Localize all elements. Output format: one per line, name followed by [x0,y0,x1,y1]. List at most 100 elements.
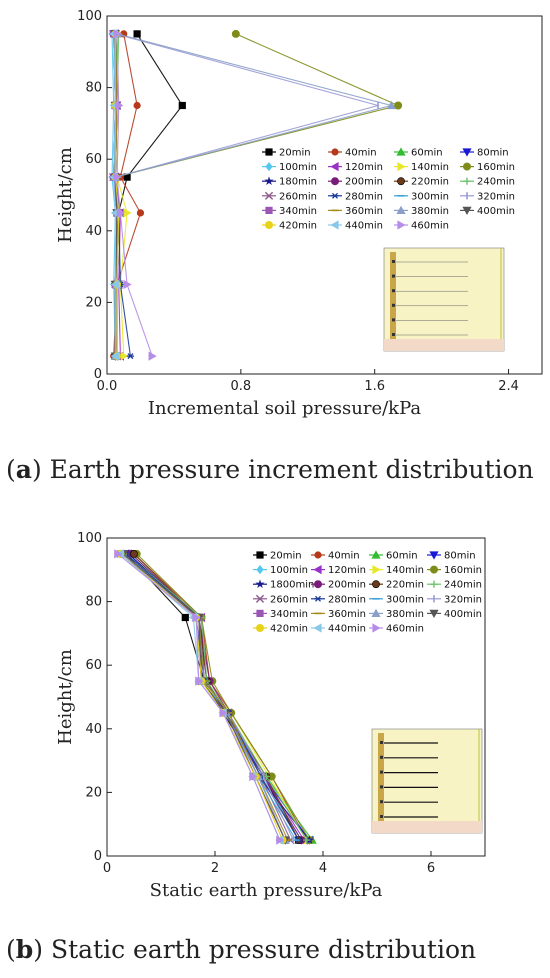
series-line [117,553,281,841]
legend-entry: 120min [311,565,366,576]
series-400min [118,550,290,845]
legend-marker [429,551,439,560]
legend-label: 40min [345,148,377,159]
legend-marker [331,192,339,199]
legend-entry: 340min [262,206,317,217]
caption-a-letter: a [15,455,32,484]
data-point [123,173,131,181]
inset-sensor [392,289,395,293]
legend-entry: 440min [311,623,366,635]
legend-label: 280min [345,191,383,202]
legend-label: 300min [386,594,424,605]
legend-entry: 160min [427,565,482,576]
legend-label: 400min [444,609,482,620]
series-line [114,33,381,357]
legend-marker [255,594,265,603]
legend-label: 220min [386,580,424,591]
legend-marker: ★ [255,577,266,591]
x-tick-label: 4 [319,861,327,876]
y-tick-label: 100 [77,531,102,546]
legend-marker [372,580,380,589]
legend-marker [396,147,406,156]
legend-entry: 60min [394,147,443,159]
legend-entry: 200min [328,177,383,188]
data-point [133,101,141,110]
legend-entry: 100min [262,162,317,173]
legend-marker [397,177,405,186]
legend-entry: 380min [369,608,424,620]
legend-marker [331,148,339,156]
legend-entry: 360min [328,206,383,217]
legend-label: 380min [411,206,449,217]
legend-entry: 320min [460,191,515,202]
data-point [130,550,138,558]
data-point [386,100,397,110]
legend-marker [256,609,264,617]
data-point [192,612,201,623]
inset-soil [371,728,483,834]
legend-label: 320min [477,191,515,202]
legend-label: 420min [279,221,317,232]
legend-entry: 40min [311,551,360,562]
legend-marker [313,565,322,575]
legend-marker [330,162,339,172]
legend-entry: 300min [369,594,424,605]
legend-label: 260min [270,594,308,605]
legend-label: 340min [279,206,317,217]
series-line [122,553,289,841]
series-line [125,553,308,841]
inset-wall [378,733,384,821]
legend-label: 20min [270,551,302,562]
data-point [126,353,135,360]
caption-b-text: Static earth pressure distribution [43,935,477,964]
inset-sensor [380,800,383,804]
legend-label: 80min [477,148,509,159]
legend-label: 380min [386,609,424,620]
legend-marker [265,206,273,214]
data-point [120,351,129,361]
legend-marker [314,551,322,559]
y-tick-label: 100 [77,9,102,24]
x-tick-label: 0.0 [97,379,118,394]
legend-entry: 80min [427,551,476,562]
data-point [249,771,258,782]
legend-marker [397,220,406,230]
data-point [181,613,189,622]
legend-label: 100min [279,162,317,173]
x-axis-label: Incremental soil pressure/kPa [148,398,421,419]
legend-marker [462,206,472,215]
legend-entry: 280min [328,191,383,202]
y-tick-label: 40 [85,224,102,239]
series-line [114,33,183,357]
series-460min [113,29,157,361]
legend-label: 440min [328,624,366,635]
x-tick-label: 6 [427,861,435,876]
caption-a-text: Earth pressure increment distribution [41,455,534,484]
legend-entry: 140min [394,162,449,173]
legend-marker [463,162,471,171]
legend-label: 400min [477,206,515,217]
legend-marker [265,148,273,156]
inset-base [384,339,504,351]
legend-marker [256,565,264,575]
inset-sensor [392,318,395,322]
inset-sensor [392,303,395,307]
legend-entry: 20min [253,551,302,562]
plot-frame [106,537,486,857]
legend-label: 340min [270,609,308,620]
series-line [116,33,153,357]
retaining-wall-inset [371,728,483,834]
legend-marker [372,623,381,633]
legend-label: 200min [328,580,366,591]
y-tick-label: 60 [85,658,102,673]
x-tick-label: 1.6 [364,379,385,394]
x-tick-label: 2.4 [498,379,519,394]
inset-wall [390,252,396,339]
legend-marker [371,550,381,559]
data-point [110,351,119,361]
legend-label: 100min [270,565,308,576]
y-tick-label: 20 [85,295,102,310]
legend-label: 80min [444,551,476,562]
y-tick-label: 0 [94,849,102,864]
legend-marker [265,162,273,172]
